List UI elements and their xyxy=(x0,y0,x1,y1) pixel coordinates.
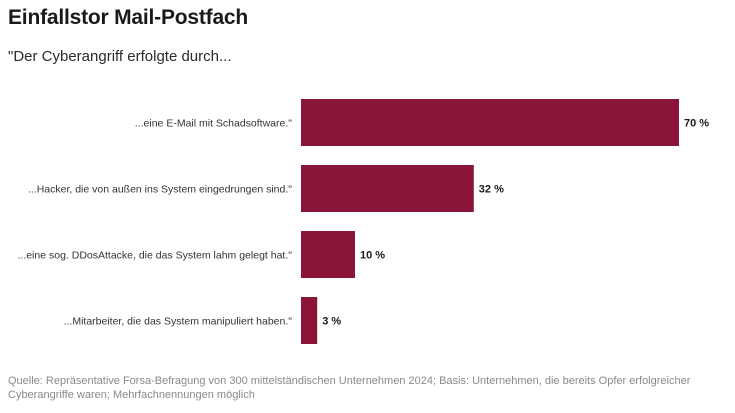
chart-subtitle: "Der Cyberangriff erfolgte durch... xyxy=(8,48,232,65)
bar xyxy=(301,297,318,344)
bar xyxy=(301,231,355,278)
category-label: ...eine sog. DDosAttacke, die das System… xyxy=(17,250,292,262)
bar xyxy=(301,165,474,212)
source-note: Quelle: Repräsentative Forsa-Befragung v… xyxy=(8,375,691,401)
value-label: 32 % xyxy=(479,184,504,196)
bar xyxy=(301,99,679,146)
value-label: 10 % xyxy=(360,250,385,262)
bar-chart: ...eine E-Mail mit Schadsoftware." 70 %..… xyxy=(17,99,709,344)
value-label: 3 % xyxy=(322,316,341,328)
category-label: ...Mitarbeiter, die das System manipulie… xyxy=(64,316,293,328)
chart-title: Einfallstor Mail-Postfach xyxy=(8,6,249,29)
value-label: 70 % xyxy=(684,118,709,130)
category-label: ...Hacker, die von außen ins System eing… xyxy=(28,184,292,196)
category-label: ...eine E-Mail mit Schadsoftware." xyxy=(135,118,292,130)
